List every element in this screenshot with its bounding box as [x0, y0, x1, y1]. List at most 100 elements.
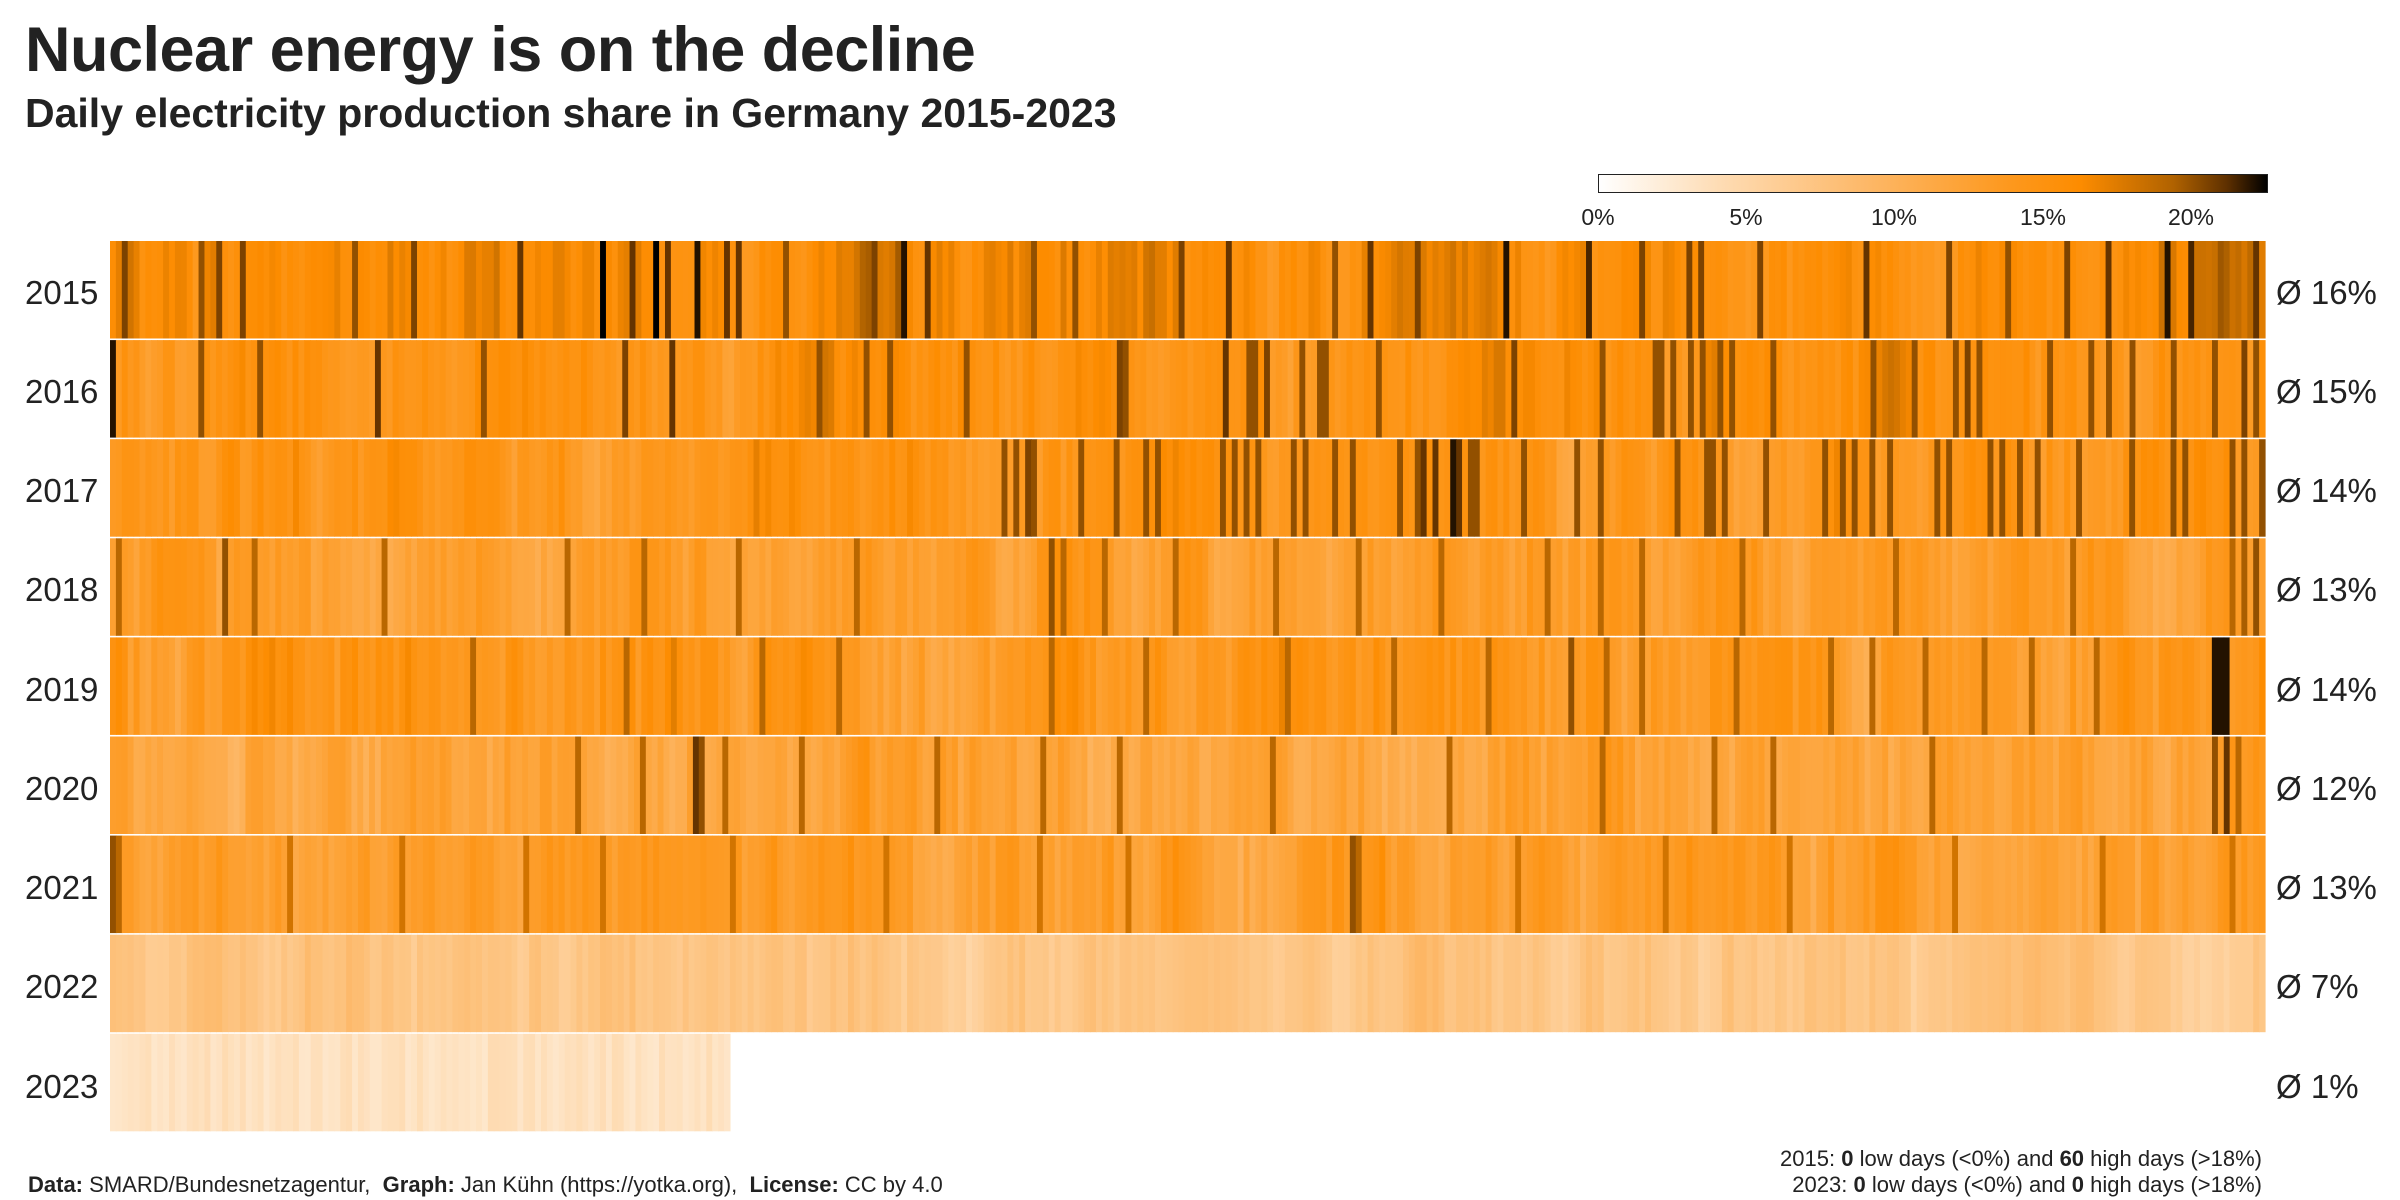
heatmap-cell	[954, 241, 961, 339]
heatmap-cell	[1367, 439, 1375, 537]
heatmap-cell	[121, 1033, 129, 1132]
heatmap-cell	[1970, 340, 1978, 438]
heatmap-cell	[1711, 340, 1719, 438]
heatmap-cell	[1639, 835, 1646, 934]
heatmap-cell	[1450, 241, 1457, 339]
heatmap-cell	[824, 934, 831, 1033]
heatmap-cell	[558, 1033, 566, 1132]
heatmap-cell	[328, 637, 335, 735]
heatmap-cell	[1603, 241, 1611, 339]
heatmap-cell	[759, 637, 766, 735]
heatmap-cell	[875, 340, 882, 438]
heatmap-cell	[1019, 637, 1026, 735]
heatmap-cell	[1072, 538, 1079, 636]
heatmap-cell	[127, 241, 135, 339]
heatmap-cell	[151, 835, 158, 934]
heatmap-cell	[759, 439, 766, 537]
heatmap-cell	[1670, 340, 1677, 438]
heatmap-cell	[1358, 340, 1365, 438]
heatmap-cell	[1237, 934, 1245, 1033]
heatmap-cell	[180, 439, 188, 537]
heatmap-cell	[375, 835, 383, 934]
heatmap-cell	[2099, 637, 2107, 735]
heatmap-cell	[1733, 835, 1741, 934]
heatmap-cell	[2052, 637, 2059, 735]
heatmap-cell	[2170, 439, 2178, 537]
heatmap-cell	[440, 1033, 448, 1132]
heatmap-cell	[1699, 340, 1707, 438]
heatmap-cell	[163, 1033, 170, 1132]
heatmap-cell	[251, 538, 259, 636]
heatmap-cell	[1290, 934, 1298, 1033]
heatmap-cell	[1763, 439, 1770, 537]
heatmap-cell	[1987, 439, 1995, 537]
heatmap-cell	[369, 241, 377, 339]
heatmap-cell	[1066, 637, 1073, 735]
heatmap-cell	[1462, 934, 1469, 1033]
heatmap-cell	[1452, 736, 1459, 834]
heatmap-cell	[1526, 241, 1534, 339]
heatmap-cell	[1621, 538, 1628, 636]
heatmap-cell	[487, 1033, 495, 1132]
legend-tick-0: 0%	[1581, 204, 1615, 230]
heatmap-cell	[2028, 934, 2036, 1033]
heatmap-cell	[1293, 340, 1300, 438]
heatmap-cell	[824, 835, 831, 934]
heatmap-cell	[1792, 439, 1800, 537]
heatmap-cell	[476, 934, 483, 1033]
heatmap-cell	[1314, 241, 1321, 339]
heatmap-cell	[281, 835, 288, 934]
heatmap-cell	[2152, 934, 2160, 1033]
heatmap-cell	[1680, 241, 1687, 339]
heatmap-cell	[2011, 736, 2019, 834]
heatmap-cell	[387, 1033, 394, 1132]
heatmap-cell	[1515, 637, 1522, 735]
heatmap-cell	[2064, 439, 2071, 537]
heatmap-cell	[710, 736, 718, 834]
heatmap-cell	[1715, 835, 1723, 934]
heatmap-cell	[1302, 835, 1310, 934]
heatmap-cell	[635, 241, 642, 339]
heatmap-cell	[1373, 538, 1380, 636]
heatmap-cell	[210, 1033, 217, 1132]
heatmap-cell	[2212, 736, 2219, 834]
heatmap-cell	[393, 538, 400, 636]
heatmap-cell	[1894, 736, 1901, 834]
heatmap-cell	[865, 241, 873, 339]
heatmap-cell	[1633, 439, 1640, 537]
heatmap-cell	[1181, 340, 1189, 438]
heatmap-cell	[1219, 538, 1227, 636]
heatmap-cell	[1202, 439, 1209, 537]
heatmap-cell	[995, 835, 1003, 934]
heatmap-cell	[1615, 934, 1623, 1033]
heatmap-cell	[1668, 934, 1676, 1033]
heatmap-cell	[1202, 241, 1209, 339]
heatmap-cell	[499, 1033, 507, 1132]
heatmap-cell	[623, 637, 631, 735]
heatmap-cell	[1385, 835, 1392, 934]
heatmap-cell	[298, 340, 305, 438]
heatmap-cell	[239, 736, 247, 834]
heatmap-cell	[700, 835, 707, 934]
heatmap-cell	[1479, 835, 1487, 934]
heatmap-cell	[2088, 736, 2095, 834]
heatmap-cell	[724, 835, 731, 934]
heatmap-cell	[1110, 736, 1118, 834]
heatmap-cell	[1491, 241, 1499, 339]
heatmap-cell	[724, 538, 731, 636]
heatmap-cell	[800, 934, 808, 1033]
heatmap-cell	[2164, 637, 2172, 735]
heatmap-cell	[972, 538, 979, 636]
heatmap-cell	[1255, 835, 1262, 934]
heatmap-cell	[729, 934, 737, 1033]
note-2015-high-text: high days (>18%)	[2090, 1146, 2262, 1171]
heatmap-cell	[718, 1033, 725, 1132]
heatmap-cell	[1078, 538, 1085, 636]
heatmap-cell	[1639, 439, 1646, 537]
heatmap-cell	[127, 538, 135, 636]
heatmap-cell	[110, 538, 117, 636]
heatmap-cell	[139, 439, 147, 537]
heatmap-cell	[481, 439, 489, 537]
heatmap-cell	[1214, 637, 1221, 735]
heatmap-cell	[162, 340, 170, 438]
